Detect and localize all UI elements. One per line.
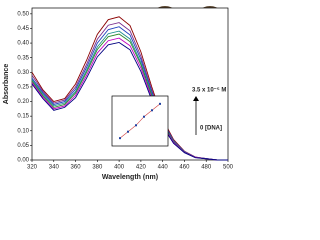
y-tick-label: 0.30 bbox=[17, 70, 29, 76]
x-tick-label: 500 bbox=[223, 165, 234, 171]
x-tick-label: 360 bbox=[71, 165, 82, 171]
spectrum-line bbox=[31, 42, 228, 161]
point bbox=[143, 115, 145, 118]
point bbox=[151, 109, 153, 112]
x-tick-label: 340 bbox=[49, 165, 60, 171]
x-tick-label: 400 bbox=[114, 165, 125, 171]
y-tick-label: 0.00 bbox=[17, 158, 29, 164]
y-tick-label: 0.20 bbox=[17, 99, 29, 105]
y-tick-label: 0.40 bbox=[17, 41, 29, 47]
annotation: 0 [DNA] bbox=[200, 126, 222, 132]
x-tick-label: 320 bbox=[27, 165, 38, 171]
chart: 320 340 360 380 400 420 440 460 480 500 0.00 0.05 0.… bbox=[3, 6, 234, 181]
y-tick-label: 0.45 bbox=[17, 26, 29, 32]
arrow-head bbox=[193, 96, 199, 101]
point bbox=[119, 137, 121, 140]
y-tick-label: 0.05 bbox=[17, 143, 29, 149]
x-tick-label: 380 bbox=[92, 165, 103, 171]
point bbox=[127, 130, 129, 133]
x-tick-label: 440 bbox=[158, 165, 169, 171]
y-tick-label: 0.35 bbox=[17, 55, 29, 61]
y-axis-label: Absorbance bbox=[3, 64, 10, 105]
x-tick-label: 480 bbox=[201, 165, 212, 171]
point bbox=[159, 102, 161, 105]
y-tick-label: 0.10 bbox=[17, 128, 29, 134]
point bbox=[135, 124, 137, 127]
y-tick-label: 0.15 bbox=[17, 114, 29, 120]
fit-line bbox=[119, 103, 161, 139]
x-tick-label: 420 bbox=[136, 165, 147, 171]
y-tick-label: 0.25 bbox=[17, 85, 29, 91]
x-tick-label: 460 bbox=[179, 165, 190, 171]
annotation: 3.5 x 10⁻⁵ M bbox=[192, 88, 226, 94]
y-tick-label: 0.50 bbox=[17, 11, 29, 17]
x-axis-label: Wavelength (nm) bbox=[102, 174, 158, 181]
